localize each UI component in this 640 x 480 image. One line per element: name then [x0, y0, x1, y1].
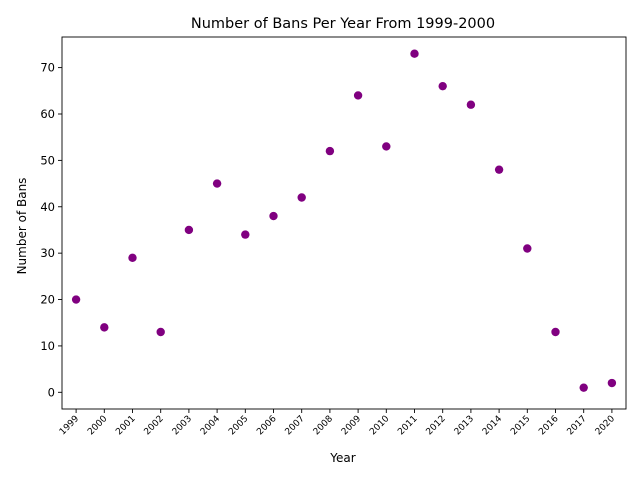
- data-point: [494, 165, 504, 174]
- data-point: [607, 378, 617, 388]
- data-point: [297, 193, 306, 202]
- y-tick-label: 0: [48, 385, 55, 399]
- y-tick-label: 60: [40, 107, 55, 121]
- x-axis-label: Year: [329, 451, 355, 465]
- data-point: [410, 49, 419, 58]
- data-point: [100, 323, 109, 332]
- data-point: [212, 179, 222, 188]
- y-tick-label: 40: [40, 200, 55, 214]
- y-tick-label: 70: [40, 61, 55, 75]
- y-tick-label: 10: [40, 339, 55, 353]
- data-point: [128, 253, 137, 262]
- data-point: [438, 81, 447, 91]
- data-point: [382, 142, 391, 151]
- data-point: [184, 225, 194, 235]
- data-point: [71, 295, 81, 304]
- data-point: [353, 91, 363, 100]
- data-point: [241, 230, 250, 239]
- axes-frame: [61, 36, 627, 410]
- data-point: [579, 383, 588, 392]
- data-point: [269, 211, 278, 221]
- data-point: [466, 100, 476, 109]
- chart-title: Number of Bans Per Year From 1999-2000: [191, 16, 495, 32]
- data-point: [523, 244, 532, 253]
- y-axis-label: Number of Bans: [15, 178, 29, 275]
- data-point: [156, 327, 165, 337]
- y-tick-label: 50: [40, 153, 55, 167]
- y-tick-label: 30: [40, 246, 55, 260]
- data-point: [325, 146, 335, 156]
- y-tick-label: 20: [40, 293, 55, 307]
- data-point: [551, 327, 560, 337]
